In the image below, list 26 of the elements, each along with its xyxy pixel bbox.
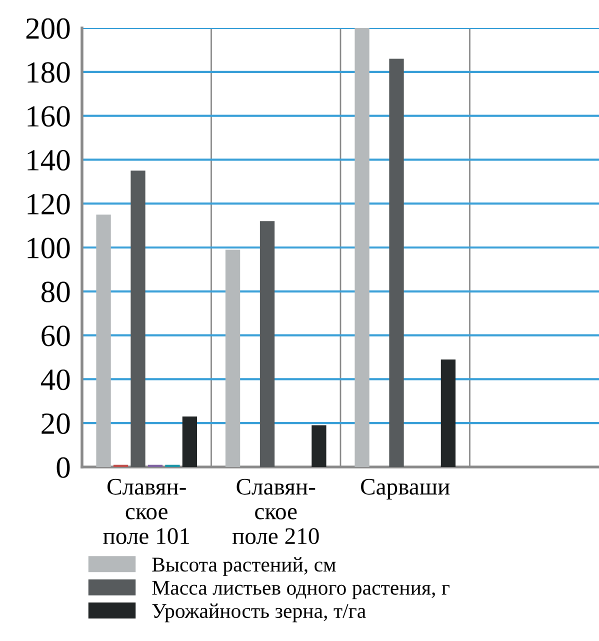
- legend-label: Масса листьев одного растения, г: [152, 580, 450, 600]
- y-tick-label: 60: [42, 326, 70, 346]
- bar: [312, 425, 326, 467]
- y-tick-label: 140: [28, 150, 70, 171]
- bar: [96, 214, 111, 467]
- bar: [260, 221, 275, 467]
- legend-label: Высота растений, см: [152, 557, 336, 576]
- x-tick-label: Славян- ское поле 210: [232, 478, 319, 544]
- legend-label: Урожайность зерна, т/га: [152, 604, 366, 622]
- y-tick-label: 180: [28, 62, 70, 83]
- y-tick-label: 100: [28, 238, 70, 258]
- y-tick-label: 0: [56, 457, 70, 478]
- y-tick-label: 80: [42, 282, 70, 302]
- bar: [225, 250, 240, 467]
- x-tick-label: Славян- ское поле 101: [103, 478, 190, 544]
- y-tick-label: 200: [26, 18, 70, 39]
- y-tick-label: 120: [28, 194, 70, 214]
- y-tick-label: 160: [28, 106, 70, 127]
- bar: [389, 58, 404, 467]
- y-tick-label: 40: [40, 369, 70, 390]
- bar: [440, 359, 456, 467]
- x-tick-label: Сарваши: [361, 478, 450, 500]
- bar: [182, 416, 198, 467]
- y-tick-label: 20: [42, 413, 70, 434]
- bar: [354, 28, 370, 467]
- bar: [130, 170, 146, 467]
